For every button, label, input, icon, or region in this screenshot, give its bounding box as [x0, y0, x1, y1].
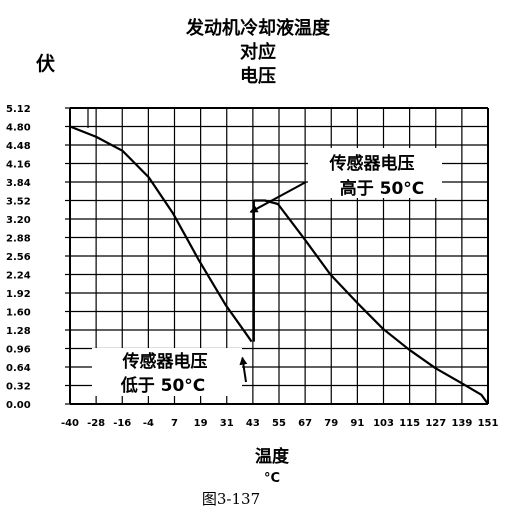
y-tick-label: 1.60: [6, 308, 31, 319]
x-tick-labels: -40 -28 -16 -4 7 19 31 43 55 67 79 91 103 115 127 139 15…: [61, 418, 499, 429]
y-tick-label: 0.96: [6, 345, 31, 356]
x-axis-unit: °C: [264, 471, 280, 486]
y-tick-label: 4.80: [6, 123, 31, 134]
x-tick-label: 19: [194, 418, 208, 429]
x-tick-label: 43: [246, 418, 260, 429]
x-axis-label: 温度: [255, 446, 290, 467]
x-tick-label: 103: [373, 418, 394, 429]
y-tick-label: 0.00: [6, 400, 31, 411]
y-tick-label: 2.24: [6, 271, 31, 282]
x-tick-label: -16: [113, 418, 131, 429]
annotation-high-arrow: [249, 181, 307, 213]
x-tick-label: 139: [451, 418, 472, 429]
y-tick-labels: 5.12 4.80 4.48 4.16 3.84 3.52 3.20 2.88 2.56 2.24…: [6, 104, 31, 411]
y-tick-label: 4.48: [6, 141, 31, 152]
y-tick-label: 3.84: [6, 178, 31, 189]
x-tick-label: -4: [143, 418, 154, 429]
annotation-low-line-1: 传感器电压: [122, 351, 208, 372]
x-tick-label: -28: [87, 418, 105, 429]
y-tick-label: 5.12: [6, 104, 31, 115]
chart-title-line-1: 发动机冷却液温度: [185, 17, 331, 39]
chart-title-line-2: 对应: [240, 41, 276, 63]
x-tick-label: 127: [425, 418, 446, 429]
x-tick-label: -40: [61, 418, 79, 429]
figure-caption: 图3-137: [202, 490, 260, 508]
data-series: [69, 108, 489, 405]
y-tick-label: 0.64: [6, 363, 31, 374]
y-tick-label: 4.16: [6, 160, 31, 171]
x-tick-label: 7: [171, 418, 178, 429]
annotation-high-box: [308, 148, 442, 198]
x-tick-label: 91: [350, 418, 364, 429]
x-tick-label: 115: [399, 418, 420, 429]
chart-title-line-3: 电压: [240, 65, 276, 87]
annotation-high-line-1: 传感器电压: [329, 153, 415, 174]
series-line-1: [69, 125, 253, 343]
x-tick-label: 31: [220, 418, 234, 429]
annotation-low-line-2: 低于 50°C: [120, 375, 206, 396]
y-tick-label: 2.56: [6, 252, 31, 263]
y-tick-label: 1.28: [6, 326, 31, 337]
y-axis-label: 伏: [36, 52, 55, 75]
x-tick-label: 79: [324, 418, 338, 429]
y-tick-label: 3.20: [6, 215, 31, 226]
x-tick-label: 67: [298, 418, 312, 429]
y-tick-label: 3.52: [6, 197, 31, 208]
annotation-high-line-2: 高于 50°C: [340, 178, 425, 199]
x-tick-label: 55: [272, 418, 286, 429]
annotation-low-box: [92, 348, 242, 396]
y-tick-label: 0.32: [6, 382, 31, 393]
series-line-2: [253, 199, 489, 405]
y-tick-label: 1.92: [6, 289, 31, 300]
y-tick-label: 2.88: [6, 234, 31, 245]
x-tick-label: 151: [478, 418, 499, 429]
annotation-low-arrow: [239, 356, 248, 383]
